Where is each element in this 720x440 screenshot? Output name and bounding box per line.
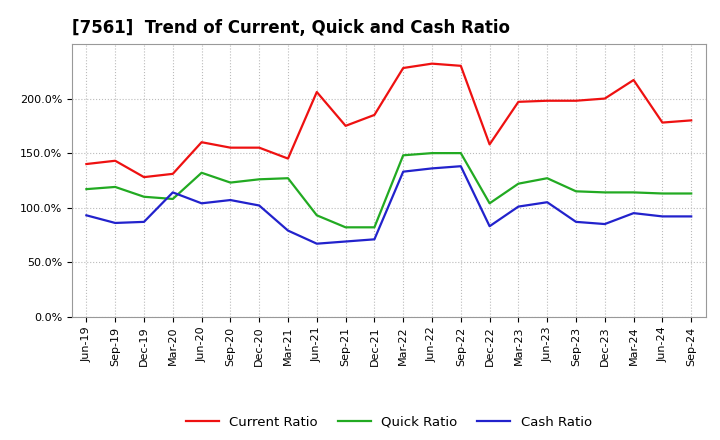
Cash Ratio bbox=[111, 220, 120, 226]
Cash Ratio bbox=[168, 190, 177, 195]
Current Ratio bbox=[226, 145, 235, 150]
Current Ratio bbox=[687, 118, 696, 123]
Current Ratio bbox=[370, 112, 379, 117]
Line: Cash Ratio: Cash Ratio bbox=[86, 166, 691, 244]
Current Ratio bbox=[485, 142, 494, 147]
Cash Ratio bbox=[514, 204, 523, 209]
Current Ratio bbox=[168, 171, 177, 176]
Cash Ratio bbox=[658, 214, 667, 219]
Cash Ratio bbox=[226, 198, 235, 203]
Current Ratio bbox=[197, 139, 206, 145]
Quick Ratio bbox=[255, 177, 264, 182]
Quick Ratio bbox=[111, 184, 120, 190]
Cash Ratio bbox=[572, 219, 580, 224]
Quick Ratio bbox=[428, 150, 436, 156]
Current Ratio bbox=[572, 98, 580, 103]
Cash Ratio bbox=[255, 203, 264, 208]
Quick Ratio bbox=[629, 190, 638, 195]
Text: [7561]  Trend of Current, Quick and Cash Ratio: [7561] Trend of Current, Quick and Cash … bbox=[72, 19, 510, 37]
Current Ratio bbox=[543, 98, 552, 103]
Line: Quick Ratio: Quick Ratio bbox=[86, 153, 691, 227]
Legend: Current Ratio, Quick Ratio, Cash Ratio: Current Ratio, Quick Ratio, Cash Ratio bbox=[181, 411, 597, 434]
Quick Ratio bbox=[456, 150, 465, 156]
Quick Ratio bbox=[284, 176, 292, 181]
Cash Ratio bbox=[629, 210, 638, 216]
Quick Ratio bbox=[658, 191, 667, 196]
Quick Ratio bbox=[485, 201, 494, 206]
Current Ratio bbox=[111, 158, 120, 163]
Current Ratio bbox=[658, 120, 667, 125]
Quick Ratio bbox=[140, 194, 148, 199]
Line: Current Ratio: Current Ratio bbox=[86, 64, 691, 177]
Cash Ratio bbox=[543, 200, 552, 205]
Cash Ratio bbox=[140, 219, 148, 224]
Quick Ratio bbox=[687, 191, 696, 196]
Cash Ratio bbox=[485, 224, 494, 229]
Cash Ratio bbox=[82, 213, 91, 218]
Cash Ratio bbox=[312, 241, 321, 246]
Current Ratio bbox=[82, 161, 91, 167]
Quick Ratio bbox=[312, 213, 321, 218]
Cash Ratio bbox=[284, 228, 292, 233]
Quick Ratio bbox=[572, 189, 580, 194]
Quick Ratio bbox=[370, 225, 379, 230]
Cash Ratio bbox=[428, 166, 436, 171]
Quick Ratio bbox=[600, 190, 609, 195]
Cash Ratio bbox=[600, 221, 609, 227]
Current Ratio bbox=[514, 99, 523, 104]
Quick Ratio bbox=[341, 225, 350, 230]
Cash Ratio bbox=[197, 201, 206, 206]
Current Ratio bbox=[399, 66, 408, 71]
Quick Ratio bbox=[168, 196, 177, 202]
Cash Ratio bbox=[456, 164, 465, 169]
Quick Ratio bbox=[82, 187, 91, 192]
Current Ratio bbox=[629, 77, 638, 83]
Quick Ratio bbox=[543, 176, 552, 181]
Current Ratio bbox=[255, 145, 264, 150]
Current Ratio bbox=[341, 123, 350, 128]
Cash Ratio bbox=[370, 237, 379, 242]
Cash Ratio bbox=[399, 169, 408, 174]
Quick Ratio bbox=[226, 180, 235, 185]
Cash Ratio bbox=[341, 239, 350, 244]
Current Ratio bbox=[600, 96, 609, 101]
Current Ratio bbox=[312, 89, 321, 95]
Quick Ratio bbox=[399, 153, 408, 158]
Current Ratio bbox=[140, 175, 148, 180]
Quick Ratio bbox=[514, 181, 523, 186]
Current Ratio bbox=[284, 156, 292, 161]
Current Ratio bbox=[456, 63, 465, 69]
Cash Ratio bbox=[687, 214, 696, 219]
Quick Ratio bbox=[197, 170, 206, 176]
Current Ratio bbox=[428, 61, 436, 66]
